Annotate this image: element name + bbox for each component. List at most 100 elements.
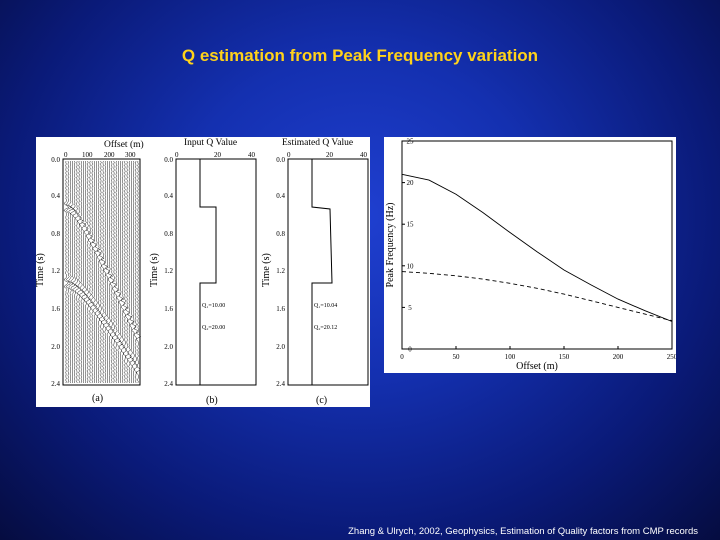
chart-series-line-1 [401,173,673,322]
panel-a-ytick: 2.4 [51,380,60,388]
panel-b-q-profile [199,159,217,385]
seismic-trace [107,160,113,384]
panel-c-ytick: 2.0 [276,343,285,351]
chart-ytick-label: 15 [407,221,415,229]
seismic-trace [133,160,139,384]
panel-a-ytick: 1.2 [51,267,60,275]
seismic-trace [69,160,76,384]
slide-title: Q estimation from Peak Frequency variati… [181,46,539,65]
panel-c-ytick: 0.4 [276,192,285,200]
panel-c-ytick: 0.0 [276,156,285,164]
seismic-trace [129,160,135,384]
seismic-trace [118,160,125,384]
seismic-trace [76,160,83,384]
panel-b-ytick: 2.4 [164,380,173,388]
panel-c-q1-label: Q₁=10.04 [314,303,337,309]
panel-a-ytick: 0.8 [51,230,60,238]
panel-b-xtick: 20 [214,151,222,159]
peak-frequency-chart: 0 50 100 150 200 250 0 5 10 15 20 25 Offset (m) Pe… [384,137,678,373]
peak-frequency-chart-svg: 0 50 100 150 200 250 0 5 10 15 20 25 Offset (m) Pe… [385,138,678,373]
panel-b-xtick: 40 [248,151,256,159]
seismic-q-figure-svg: Offset (m) 0 100 200 300 0.0 0.4 0.8 1.2… [35,138,369,406]
panel-c-xtick: 0 [287,151,291,159]
seismic-trace [91,160,98,384]
panel-a-ytick: 0.4 [51,192,60,200]
chart-ylabel: Peak Frequency (Hz) [385,203,396,288]
seismic-traces [63,160,142,384]
panel-c-q-profile [311,159,333,385]
seismic-trace [120,160,126,384]
panel-a-caption: (a) [92,393,103,404]
chart-xtick-label: 200 [613,353,624,361]
seismic-trace [94,160,101,384]
panel-c-xticks: 0 20 40 [287,151,368,159]
seismic-trace [74,160,80,384]
chart-plot-area [401,140,673,350]
seismic-trace [79,160,85,384]
panel-a-yticks: 0.0 0.4 0.8 1.2 1.6 2.0 2.4 [51,156,60,388]
panel-b-q1-label: Q₁=10.00 [202,303,225,309]
panel-c-ytick: 1.2 [276,267,285,275]
seismic-trace [131,160,137,384]
panel-b-ytick: 1.2 [164,267,173,275]
panel-b-title: Input Q Value [184,138,237,148]
panel-b-caption: (b) [206,395,218,406]
chart-xtick-label: 150 [559,353,570,361]
chart-ytick-label: 10 [407,262,415,270]
seismic-trace [126,160,133,384]
seismic-trace [135,160,142,384]
seismic-trace [111,160,118,384]
chart-xtick-label: 0 [400,353,404,361]
seismic-trace [89,160,96,384]
panel-c-title: Estimated Q Value [282,138,353,148]
panel-c-q2-label: Q₂=20.12 [314,325,337,331]
chart-yticks: 0 5 10 15 20 25 [402,138,414,354]
chart-xtick-label: 50 [453,353,461,361]
seismic-trace [103,160,109,384]
panel-c-frame [287,158,369,386]
panel-b-ytick: 1.6 [164,305,173,313]
panel-a-xtick: 100 [82,151,93,159]
panel-b-ytick: 2.0 [164,343,173,351]
panel-c-xtick: 40 [360,151,368,159]
seismic-trace [68,160,74,384]
panel-a-xticks: 0 100 200 300 [64,151,136,159]
panel-b-ytick: 0.0 [164,156,173,164]
panel-c-ylabel: Time (s) [261,253,272,287]
seismic-trace [115,160,122,384]
seismic-trace [104,160,111,384]
panel-a-ytick: 1.6 [51,305,60,313]
chart-ytick-label: 0 [408,346,412,354]
seismic-q-figure: Offset (m) 0 100 200 300 0.0 0.4 0.8 1.2… [35,137,370,407]
seismic-trace [81,160,87,384]
panel-b-ytick: 0.8 [164,230,173,238]
seismic-trace [100,160,106,384]
panel-a-xtick: 300 [125,151,136,159]
panel-b-ylabel: Time (s) [149,253,160,287]
panel-c-ytick: 1.6 [276,305,285,313]
seismic-trace [122,160,129,384]
panel-a-xtick: 200 [104,151,115,159]
chart-ytick-label: 5 [408,304,412,312]
panel-a-ylabel: Time (s) [36,253,46,287]
panel-c-yticks: 0.0 0.4 0.8 1.2 1.6 2.0 2.4 [276,156,285,388]
seismic-trace [109,160,115,384]
panel-a-ytick: 0.0 [51,156,60,164]
seismic-trace [96,160,102,384]
panel-b-q2-label: Q₂=20.00 [202,325,225,331]
panel-b-xticks: 0 20 40 [175,151,256,159]
chart-series-line-2 [401,271,673,322]
chart-ytick-label: 25 [407,138,415,146]
panel-b-yticks: 0.0 0.4 0.8 1.2 1.6 2.0 2.4 [164,156,173,388]
seismic-trace [63,160,70,384]
seismic-trace [83,160,89,384]
seismic-trace [98,160,105,384]
seismic-trace [87,160,93,384]
panel-a-ytick: 2.0 [51,343,60,351]
chart-xtick-label: 250 [667,353,676,361]
chart-ytick-label: 20 [407,179,415,187]
seismic-trace [113,160,120,384]
panel-a-title: Offset (m) [104,139,144,150]
seismic-trace [65,160,72,384]
chart-xtick-label: 100 [505,353,516,361]
